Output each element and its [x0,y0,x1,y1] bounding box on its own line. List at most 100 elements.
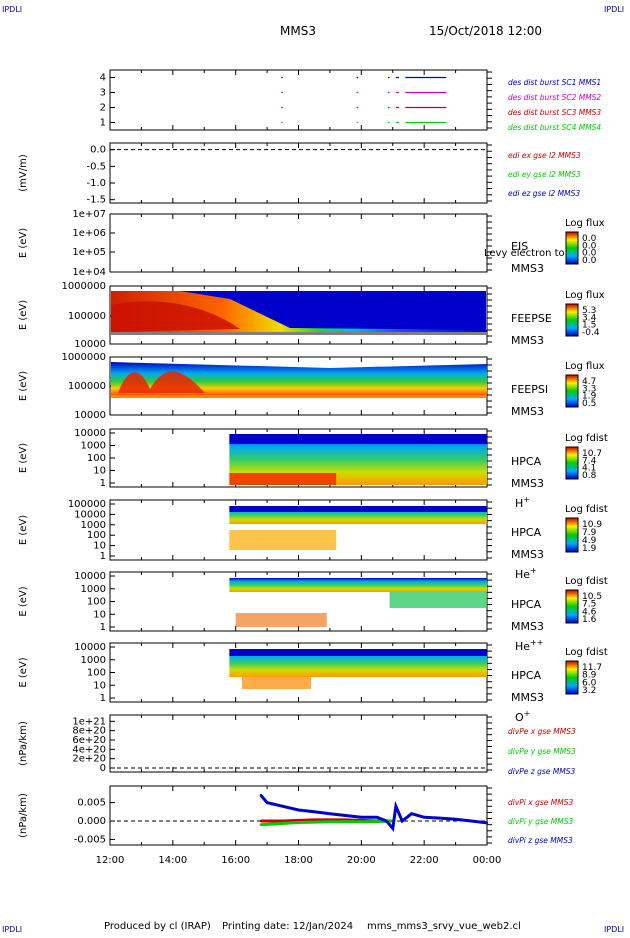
y-tick-label: 1000000 [61,352,106,363]
instrument-label: FEEPSI [511,383,548,396]
colorbar-tick-label: 3.4 [582,313,597,323]
spectrogram-low-energy [229,530,337,550]
instrument-label: HPCA [511,455,542,468]
colorbar-title: Log fdist [565,576,608,587]
species-label: O+ [515,709,530,724]
colorbar [565,303,579,337]
colorbar [565,374,579,408]
colorbar-tick-label: 0.8 [582,471,597,481]
y-tick-label: 0.005 [77,798,106,809]
species-charge: + [523,495,530,504]
time-tick-label: 12:00 [96,855,125,866]
legend-entry: divPe z gse MMS3 [508,767,575,776]
data-point [360,820,363,823]
legend-entry: des dist burst SC1 MMS1 [508,78,601,87]
colorbar-tick-label: 1.6 [582,615,597,625]
legend-entry: divPi z gse MMS3 [508,836,573,845]
colorbar-tick-label: 6.0 [582,678,597,688]
data-point [470,819,473,823]
plot-title: MMS3 [280,24,316,38]
colorbar-tick-label: 7.4 [582,456,597,466]
spacecraft-label: MMS3 [511,405,544,418]
legend-entry: edi ex gse l2 MMS3 [508,151,581,160]
species-label: He++ [515,638,543,653]
colorbar-title: Log flux [565,361,605,372]
data-point [360,816,363,819]
y-tick-label: 1000 [81,655,106,666]
colorbar-tick-label: 1.9 [582,544,597,554]
y-tick-label: 100000 [68,499,106,510]
spacecraft-label: MMS3 [511,548,544,561]
data-point [313,818,316,822]
data-point [375,816,379,819]
spacecraft-label: MMS3 [511,334,544,347]
spacecraft-label: MMS3 [511,262,544,275]
species-charge: ++ [530,638,543,647]
data-point [422,816,426,819]
data-point [328,820,332,823]
colorbar-tick-label: 3.2 [582,686,596,696]
y-tick-label: 10000 [74,571,106,582]
y-tick-label: 100 [87,453,106,464]
spectrogram-flux [111,362,487,395]
y-tick-label: 10000 [74,428,106,439]
y-axis-label: E (eV) [18,300,29,330]
data-point [259,823,262,826]
panel-des-dist-burst: 4 3 2 1 des dist burst SC1 MMS1 des dist burs… [100,69,601,132]
species-charge: + [530,566,537,575]
y-tick-label: 1e+21 [72,716,106,727]
time-tick-label: 22:00 [410,855,439,866]
colorbar-tick-label: 8.9 [582,671,597,681]
colorbar [565,446,579,480]
colorbar [565,660,579,695]
instrument-label: HPCA [511,526,542,539]
y-tick-label: 4e+20 [72,744,106,755]
spectrogram-low-energy [235,613,327,627]
y-tick-label: 100000 [68,311,106,322]
colorbar-tick-label: 0.5 [582,399,596,409]
data-point [394,805,398,808]
panel-frame [109,714,488,773]
time-tick-label: 00:00 [473,855,502,866]
colorbar-tick-label: 0.0 [582,241,597,251]
legend-entry: divPi x gse MMS3 [508,798,573,807]
y-tick-label: 3 [100,88,106,99]
colorbar-tick-label: 0.0 [582,234,597,244]
y-axis-label: (nPa/km) [18,793,29,838]
spectrogram-low-energy [241,677,312,689]
legend-entry: divPe x gse MMS3 [508,727,576,736]
spectrogram-high-energy [229,434,487,444]
y-tick-label: 10 [93,609,106,620]
instrument-label: EIS [511,240,528,253]
legend-entry: edi ez gse l2 MMS3 [508,189,580,198]
colorbar-title: Log fdist [565,504,608,515]
data-point [344,814,347,817]
colorbar-tick-label: 0.0 [582,249,597,259]
data-point [259,794,262,797]
y-tick-label: 0 [100,763,106,774]
colorbar-tick-label: 10.9 [582,520,602,530]
y-tick-label: 1000 [81,584,106,595]
spectrogram-mid-energy [389,592,487,608]
y-axis-label: (nPa/km) [18,721,29,766]
footer-produced-by: Produced by cl (IRAP) [104,921,211,932]
y-tick-label: 100 [87,530,106,541]
colorbar [565,589,579,624]
legend-entry: divPi y gse MMS3 [508,817,573,826]
y-tick-label: 1 [100,693,106,704]
y-tick-label: -0.005 [74,834,106,845]
y-tick-label: -0.5 [86,161,106,172]
colorbar-tick-label: 7.9 [582,528,597,538]
y-tick-label: 1 [100,478,106,489]
y-tick-label: -1.5 [86,195,106,206]
colorbar-tick-label: 1.5 [582,321,596,331]
y-tick-label: 10 [93,466,106,477]
y-tick-label: 2 [100,103,106,114]
y-tick-label: 6e+20 [72,735,106,746]
panel-frame [109,142,488,204]
colorbar-tick-label: 3.3 [582,384,596,394]
colorbar-tick-label: -0.4 [582,328,600,338]
